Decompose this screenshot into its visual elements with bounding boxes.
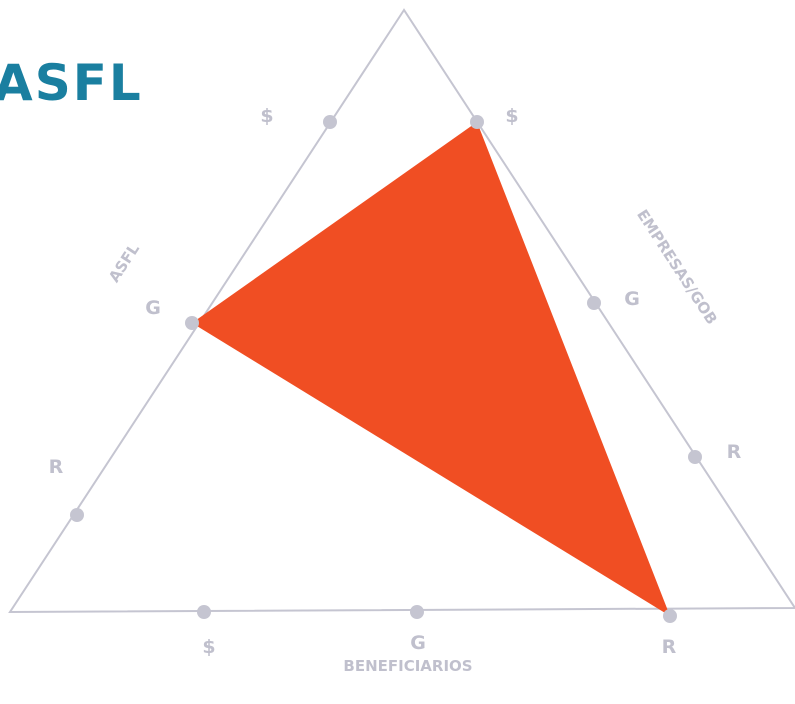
bottom-axis-title: BENEFICIARIOS bbox=[343, 657, 472, 675]
outer-triangle bbox=[8, 8, 795, 614]
bottom-marker-r bbox=[663, 609, 677, 623]
right-marker-r bbox=[688, 450, 702, 464]
right-label-g: G bbox=[624, 288, 640, 310]
left-marker-r bbox=[70, 508, 84, 522]
left-label-g: G bbox=[145, 297, 161, 319]
bottom-marker-g bbox=[410, 605, 424, 619]
left-label-dollar: $ bbox=[260, 105, 273, 127]
left-axis-title: ASFL bbox=[105, 240, 143, 286]
bottom-label-g: G bbox=[410, 632, 426, 654]
left-marker-dollar bbox=[323, 115, 337, 129]
right-marker-g bbox=[587, 296, 601, 310]
left-marker-g bbox=[185, 316, 199, 330]
bottom-label-r: R bbox=[662, 636, 677, 658]
right-label-r: R bbox=[727, 441, 742, 463]
right-axis-title: EMPRESAS/GOB bbox=[633, 206, 721, 327]
bottom-marker-dollar bbox=[197, 605, 211, 619]
asfl-logo: ASFL bbox=[0, 54, 143, 112]
right-marker-dollar bbox=[470, 115, 484, 129]
right-label-dollar: $ bbox=[505, 105, 518, 127]
left-label-r: R bbox=[49, 456, 64, 478]
highlight-triangle bbox=[192, 122, 670, 616]
bottom-label-dollar: $ bbox=[202, 636, 215, 658]
